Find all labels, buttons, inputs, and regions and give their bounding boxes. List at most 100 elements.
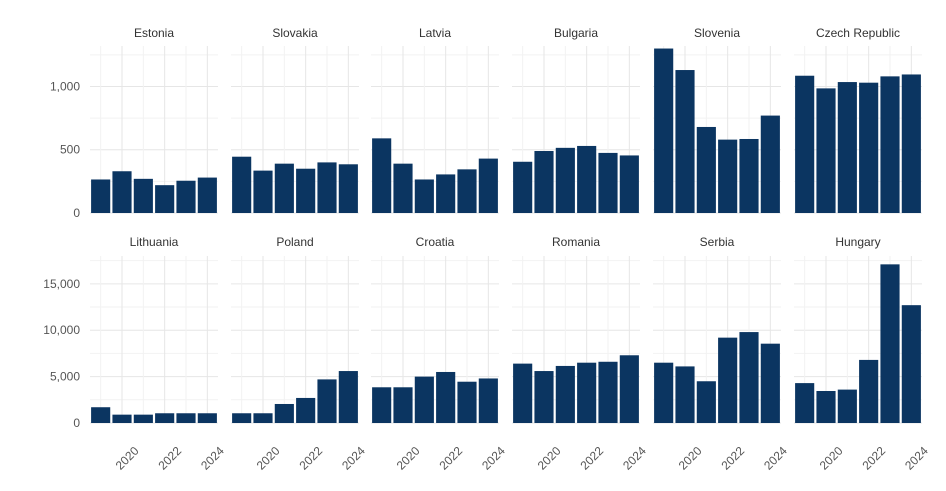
x-tick-label: 2024 [198,444,227,473]
bar [837,82,857,213]
bar [555,365,575,423]
bar [478,378,498,423]
bar [372,138,392,213]
y-tick-label: 5,000 [50,370,80,384]
x-tick-label: 2022 [296,444,325,473]
bar [739,138,759,213]
x-tick-label: 2022 [436,444,465,473]
bar [718,139,738,213]
bar [478,158,498,213]
bar [654,48,674,213]
bar [901,305,921,423]
y-tick-label: 0 [73,416,80,430]
panel-title: Serbia [700,235,735,249]
panel-title: Hungary [835,235,880,249]
x-tick-label: 2022 [577,444,606,473]
bar [296,397,316,423]
bar [901,74,921,213]
bar [816,88,836,213]
y-tick-label: 0 [73,206,80,220]
bar [457,381,477,423]
bar [317,379,337,423]
panel-title: Poland [276,235,313,249]
bar [859,82,879,213]
y-tick-label: 10,000 [43,323,80,337]
bar [555,147,575,213]
bar [457,169,477,213]
bar [675,366,695,423]
y-tick-label: 500 [60,143,80,157]
bar [274,163,294,213]
bar [393,387,413,423]
bar [513,161,533,213]
bar [296,168,316,213]
bar [133,414,153,423]
x-tick-label: 2020 [254,444,283,473]
panel-title: Croatia [416,235,455,249]
bar [338,371,358,423]
bar [760,115,780,213]
bar [414,376,434,423]
x-tick-label: 2020 [817,444,846,473]
y-tick-label: 1,000 [50,79,80,93]
bar [393,163,413,213]
bar [274,403,294,423]
bar [577,145,597,213]
bar [534,151,554,213]
bar [91,407,111,423]
x-tick-label: 2024 [620,444,649,473]
bar [654,362,674,423]
bar [619,355,639,423]
panel-title: Estonia [134,26,174,40]
x-tick-label: 2024 [479,444,508,473]
panel-title: Romania [552,235,600,249]
bar [816,390,836,423]
bar [176,413,196,423]
bar [197,177,217,213]
bar [598,361,618,423]
x-tick-label: 2020 [113,444,142,473]
bar [197,413,217,423]
bar [317,162,337,213]
x-tick-label: 2020 [394,444,423,473]
bar [577,362,597,423]
bar [155,185,175,213]
x-tick-label: 2024 [761,444,790,473]
bar [91,179,111,213]
bar [696,126,716,213]
panel-title: Slovakia [272,26,318,40]
y-tick-label: 15,000 [43,277,80,291]
bar [232,413,252,423]
bar [436,371,456,423]
panel-title: Lithuania [130,235,179,249]
x-tick-label: 2024 [339,444,368,473]
bar [338,164,358,213]
x-tick-label: 2020 [535,444,564,473]
bar [859,359,879,423]
x-tick-label: 2020 [676,444,705,473]
bar [133,178,153,213]
bar [739,332,759,423]
bar [795,75,815,213]
bar [253,170,273,213]
x-tick-label: 2022 [859,444,888,473]
bar [112,171,132,213]
bar [880,264,900,423]
bar [436,174,456,213]
bar [176,180,196,213]
bar [795,383,815,423]
bar [414,179,434,213]
panel-title: Latvia [419,26,451,40]
bar [534,371,554,423]
bar [155,413,175,423]
bar [718,337,738,423]
bar [619,155,639,213]
x-tick-label: 2022 [155,444,184,473]
bar [837,389,857,423]
bar [112,414,132,423]
bar [372,387,392,423]
bar [675,70,695,214]
bar [513,363,533,423]
